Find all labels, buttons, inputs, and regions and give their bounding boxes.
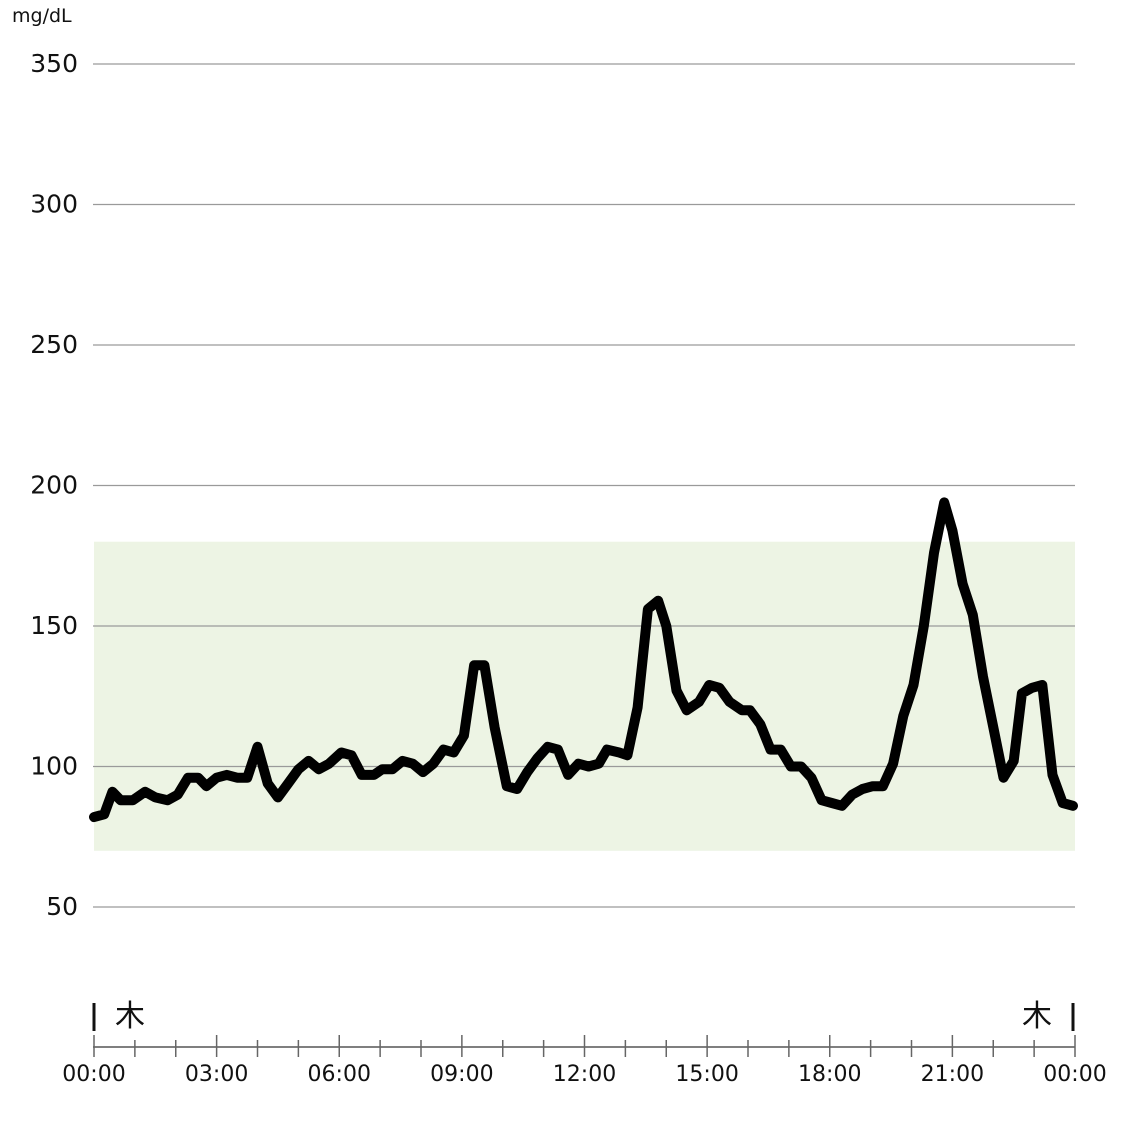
y-axis-unit-label: mg/dL [12, 5, 72, 27]
x-tick-label: 00:00 [1043, 1062, 1106, 1087]
y-tick-label: 350 [30, 49, 78, 78]
y-axis-tick-labels: 50 100 150 200 250 300 350 [30, 49, 78, 921]
x-tick-label: 18:00 [798, 1062, 861, 1087]
x-tick-label: 15:00 [675, 1062, 738, 1087]
x-axis-ticks [93, 1035, 1076, 1057]
day-start-label: 木 [115, 999, 145, 1034]
y-tick-label: 150 [30, 611, 78, 640]
y-tick-label: 100 [30, 752, 78, 781]
y-tick-label: 200 [30, 471, 78, 500]
glucose-series-line [89, 497, 1078, 823]
x-tick-label: 12:00 [553, 1062, 616, 1087]
y-tick-label: 250 [30, 330, 78, 359]
y-tick-label: 300 [30, 190, 78, 219]
day-end-label: 木 [1022, 999, 1052, 1034]
x-tick-label: 03:00 [185, 1062, 248, 1087]
x-tick-label: 00:00 [62, 1062, 125, 1087]
x-tick-label: 06:00 [308, 1062, 371, 1087]
x-tick-label: 21:00 [921, 1062, 984, 1087]
x-axis-tick-labels: 00:00 03:00 06:00 09:00 12:00 15:00 18:00 21:00… [62, 1062, 1106, 1087]
x-tick-label: 09:00 [430, 1062, 493, 1087]
y-tick-label: 50 [46, 892, 78, 921]
